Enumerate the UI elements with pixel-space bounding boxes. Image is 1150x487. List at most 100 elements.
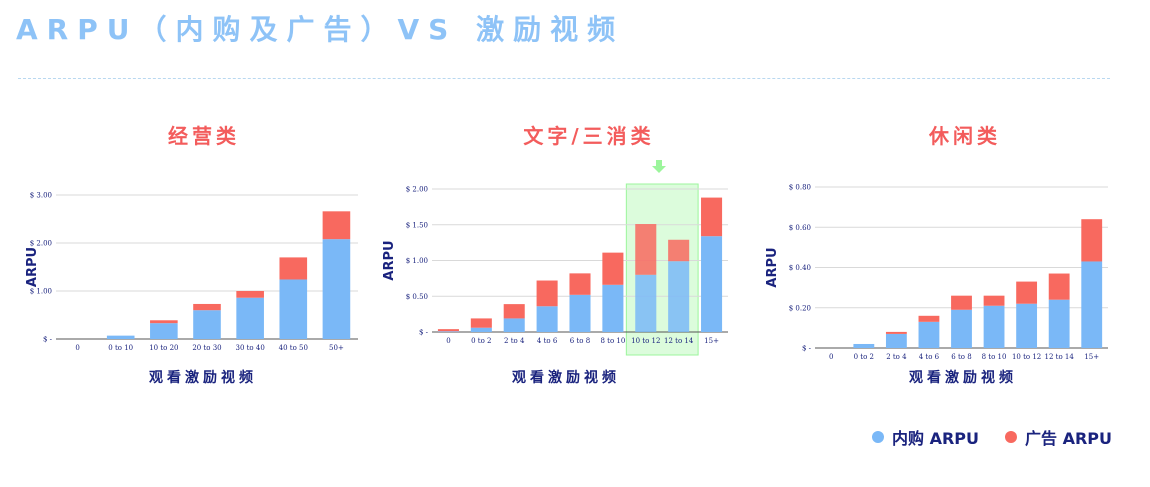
y-axis-label: ARPU	[765, 247, 780, 287]
bar-iap	[853, 343, 875, 348]
x-tick-label: 30 to 40	[235, 344, 264, 352]
y-tick-label: $ 2.00	[30, 240, 52, 248]
bar-iap	[1016, 303, 1038, 348]
bar-ad	[536, 280, 558, 307]
x-tick-label: 0	[446, 337, 450, 345]
bar-iap	[701, 236, 723, 332]
bar-iap	[602, 284, 624, 332]
bar-ad	[279, 257, 308, 280]
x-tick-label: 0 to 2	[854, 353, 874, 361]
x-tick-label: 6 to 8	[951, 353, 971, 361]
y-tick-label: $ 0.40	[789, 264, 811, 272]
bar-ad	[918, 315, 940, 322]
bar-ad	[668, 239, 690, 262]
y-tick-label: $ 0.50	[406, 293, 428, 301]
x-tick-label: 10 to 12	[1012, 353, 1041, 361]
y-tick-label: $ 2.00	[406, 186, 428, 194]
x-tick-label: 8 to 10	[982, 353, 1007, 361]
bar-ad	[322, 211, 351, 240]
x-tick-label: 50+	[329, 344, 344, 352]
bar-iap	[322, 239, 351, 339]
legend: 内购 ARPU 广告 ARPU	[872, 425, 1112, 449]
bar-iap	[279, 279, 308, 339]
bar-iap	[437, 331, 459, 332]
x-tick-label: 0 to 10	[108, 344, 133, 352]
bar-ad	[470, 318, 492, 328]
bar-ad	[437, 329, 459, 332]
bar-iap	[1048, 299, 1070, 348]
x-tick-label: 20 to 30	[192, 344, 221, 352]
page-title: ARPU（内购及广告）VS 激励视频	[16, 13, 625, 46]
y-tick-label: $ 1.50	[406, 221, 428, 229]
x-tick-label: 2 to 4	[504, 337, 525, 345]
x-tick-label: 15+	[704, 337, 719, 345]
x-tick-label: 6 to 8	[570, 337, 590, 345]
bar-ad	[1016, 281, 1038, 304]
bar-ad	[503, 304, 525, 319]
chart-title-business: 经营类	[168, 124, 240, 148]
legend-dot-iap	[872, 431, 884, 443]
title-divider	[18, 78, 1110, 79]
bar-iap	[951, 309, 972, 348]
bar-iap	[150, 323, 178, 339]
bar-iap	[983, 305, 1005, 348]
y-tick-label: $ 3.00	[30, 192, 52, 200]
y-tick-label: $ 0.60	[789, 224, 811, 232]
chart-title-word-match3: 文字/三消类	[523, 124, 655, 148]
bar-ad	[885, 331, 907, 334]
x-axis-label: 观看激励视频	[149, 369, 257, 386]
x-tick-label: 0	[75, 344, 79, 352]
legend-item-iap: 内购 ARPU	[872, 425, 979, 449]
x-tick-label: 0 to 2	[471, 337, 491, 345]
bar-ad	[1048, 273, 1070, 300]
legend-label-ad: 广告 ARPU	[1025, 429, 1112, 448]
x-tick-label: 4 to 6	[919, 353, 940, 361]
legend-item-ad: 广告 ARPU	[1005, 425, 1112, 449]
y-tick-label: $ -	[802, 345, 812, 353]
bar-iap	[503, 318, 525, 332]
bar-ad	[635, 224, 657, 275]
bar-iap	[536, 306, 558, 332]
bar-iap	[668, 261, 690, 332]
y-axis-label: ARPU	[382, 240, 397, 280]
y-tick-label: $ 1.00	[406, 257, 428, 265]
bar-ad	[951, 295, 972, 310]
y-tick-label: $ -	[419, 329, 429, 337]
y-tick-label: $ 1.00	[30, 288, 52, 296]
x-tick-label: 4 to 6	[537, 337, 558, 345]
x-tick-label: 10 to 20	[149, 344, 178, 352]
x-tick-label: 12 to 14	[664, 337, 694, 345]
bar-ad	[701, 197, 723, 237]
y-tick-label: $ 0.20	[789, 304, 811, 312]
y-axis-label: ARPU	[25, 247, 40, 287]
bar-ad	[602, 252, 624, 285]
bar-iap	[106, 335, 135, 339]
x-tick-label: 12 to 14	[1045, 353, 1075, 361]
chart-title-casual: 休闲类	[929, 124, 1001, 148]
bar-ad	[150, 320, 178, 324]
bar-ad	[983, 295, 1005, 306]
y-tick-label: $ 0.80	[789, 184, 811, 192]
x-tick-label: 2 to 4	[886, 353, 907, 361]
x-tick-label: 8 to 10	[600, 337, 625, 345]
bar-iap	[569, 294, 591, 332]
bar-ad	[236, 291, 264, 298]
bar-iap	[885, 333, 907, 348]
bar-ad	[569, 273, 591, 295]
x-tick-label: 10 to 12	[631, 337, 660, 345]
x-axis-label: 观看激励视频	[909, 369, 1017, 386]
bar-iap	[635, 274, 657, 332]
bar-iap	[236, 297, 264, 339]
bar-ad	[193, 303, 221, 311]
bar-iap	[470, 327, 492, 332]
bar-iap	[1081, 261, 1103, 348]
bar-ad	[1081, 219, 1103, 262]
x-tick-label: 0	[829, 353, 833, 361]
legend-dot-ad	[1005, 431, 1017, 443]
x-axis-label: 观看激励视频	[512, 369, 620, 386]
bar-iap	[193, 310, 221, 339]
y-tick-label: $ -	[43, 336, 53, 344]
